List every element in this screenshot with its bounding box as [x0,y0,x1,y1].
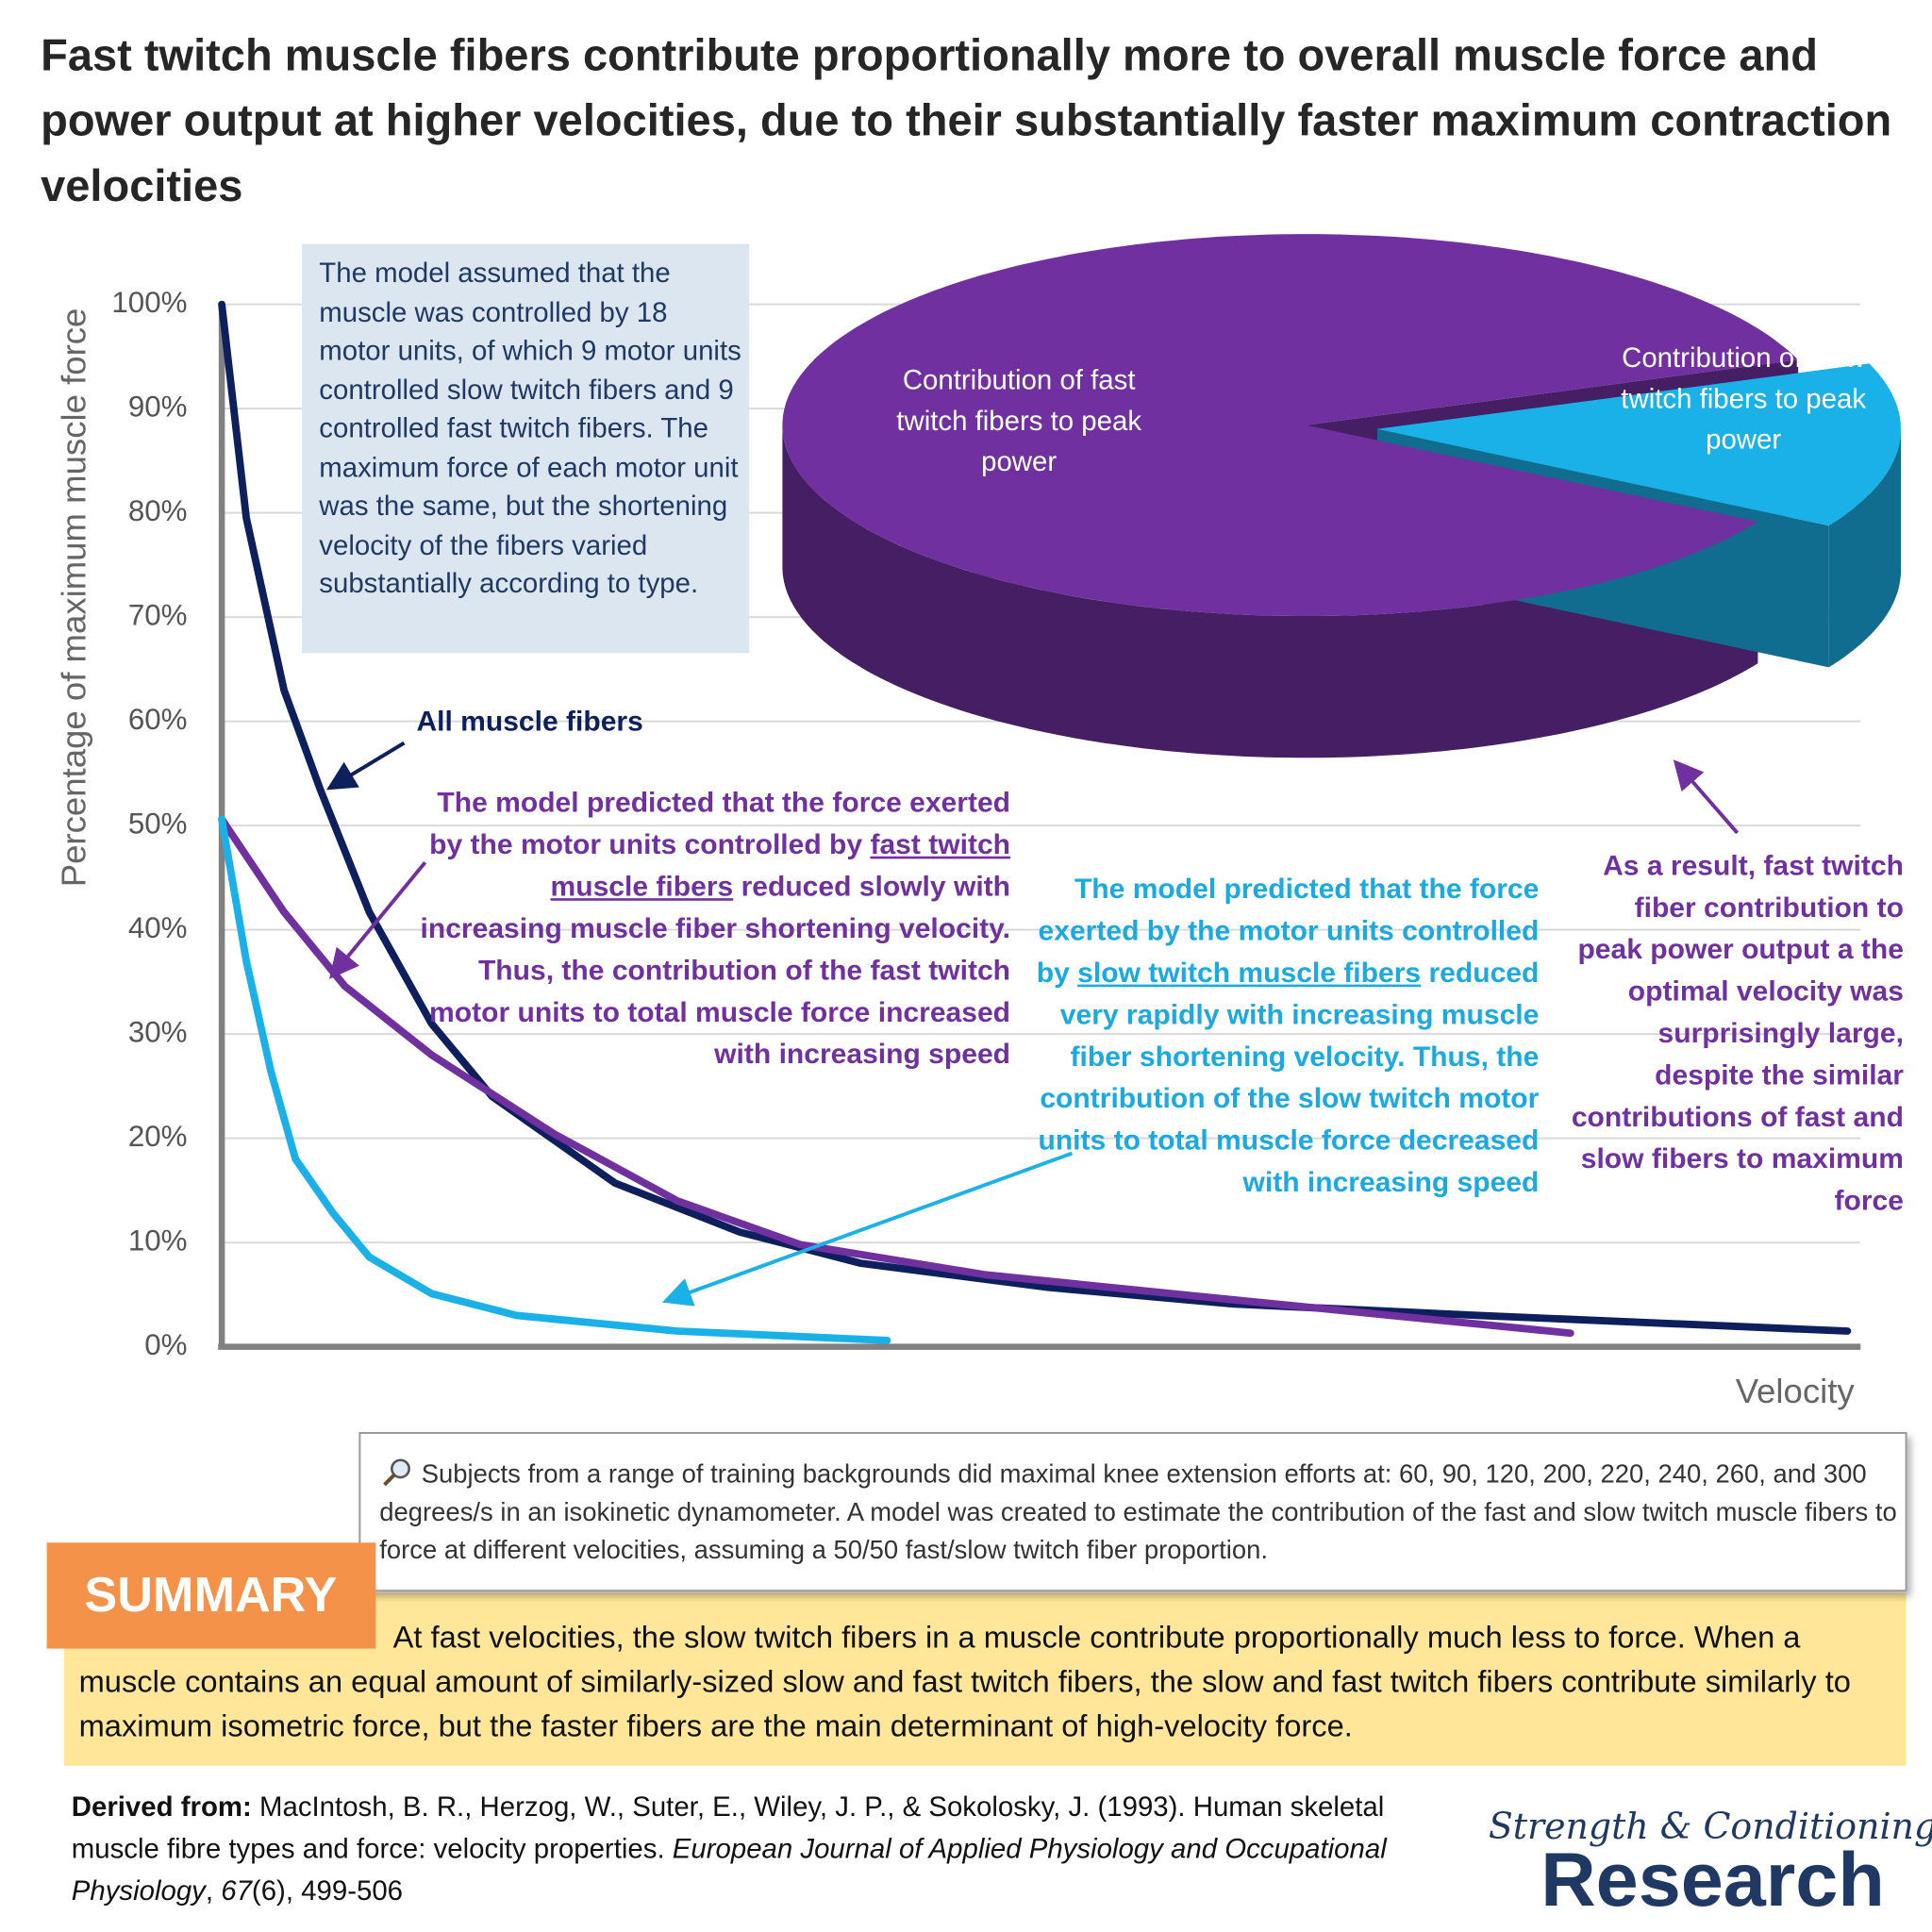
summary-wrap: At fast velocities, the slow twitch fibe… [78,1620,1851,1744]
arrow [661,1151,1073,1307]
slow-note: The model predicted that the force exert… [1029,868,1540,1203]
note-underlined: slow twitch muscle fibers [1077,956,1422,989]
slice-side [1828,428,1902,668]
series-line [218,300,1852,1335]
y-tick-label: 30% [128,1015,188,1048]
y-axis-label: Percentage of maximum muscle force [55,308,93,888]
slice-side [782,425,1758,758]
note-text: reduced very rapidly with increasing mus… [1038,956,1540,1198]
pie-slice [782,234,1799,617]
series-line [218,815,891,1344]
y-tick-label: 80% [128,494,188,527]
pie-label: Contribution of slow twitch fibers to pe… [1621,342,1867,455]
note-text: The model predicted that the force exert… [429,786,1011,860]
y-tick-label: 10% [128,1224,188,1257]
citation-text: , [205,1874,222,1907]
y-tick-label: 90% [128,390,188,423]
pie-label-wrap: Contribution of fast twitch fibers to pe… [896,364,1142,477]
logo-line1: Strength & Conditioning [1489,1806,1932,1847]
arrow [1673,759,1740,835]
series-label: All muscle fibers [416,707,642,738]
result-note: As a result, fast twitch fiber contribut… [1571,848,1904,1217]
y-tick-label: 70% [128,598,188,631]
citation: Derived from: MacIntosh, B. R., Herzog, … [72,1787,1476,1912]
model-note-wrap: The model assumed that the muscle was co… [319,257,741,599]
fast-note: The model predicted that the force exert… [419,781,1010,1074]
x-axis-label: Velocity [1736,1372,1856,1410]
summary-label: SUMMARY [84,1568,337,1623]
pie-slice [1376,363,1901,526]
note-wrap: Subjects from a range of training backgr… [379,1459,1897,1565]
title: Fast twitch muscle fibers contribute pro… [41,29,1892,211]
fast-note-wrap: The model predicted that the force exert… [419,781,1010,1074]
summary-text: At fast velocities, the slow twitch fibe… [78,1620,1851,1744]
result-note-wrap: As a result, fast twitch fiber contribut… [1571,848,1904,1217]
y-tick-label: 40% [128,911,188,944]
citation-lead: Derived from: [71,1791,252,1823]
y-tick-label: 0% [144,1328,187,1361]
summary-label-box [46,1542,376,1649]
citation-volume: 67 [221,1874,252,1907]
series-line [218,815,1574,1338]
arrow [328,861,427,979]
note-box [358,1432,1907,1592]
model-note-box [302,243,750,654]
note-underlined: fast twitch muscle fibers [550,827,1011,903]
citation-wrap: Derived from: MacIntosh, B. R., Herzog, … [72,1787,1476,1912]
pie-label-wrap: Contribution of slow twitch fibers to pe… [1621,342,1867,455]
citation-text: MacIntosh, B. R., Herzog, W., Suter, E.,… [71,1791,1385,1865]
pie-chart: Contribution of fast twitch fibers to pe… [782,234,1902,758]
note-text: reduced slowly with increasing muscle fi… [420,870,1011,1070]
logo-line2: Research [1541,1838,1885,1923]
citation-text: (6), 499-506 [251,1874,404,1907]
citation-journal: European Journal of Applied Physiology a… [71,1833,1387,1907]
pie-label: Contribution of fast twitch fibers to pe… [896,364,1142,477]
note-text: Subjects from a range of training backgr… [379,1459,1897,1565]
slow-note-wrap: The model predicted that the force exert… [1029,868,1540,1203]
note-text: The model predicted that the force exert… [1036,872,1540,989]
magnifier-icon [383,1458,410,1487]
model-note: The model assumed that the muscle was co… [319,257,741,599]
y-tick-label: 60% [128,703,188,736]
title-box: Fast twitch muscle fibers contribute pro… [41,29,1892,211]
plot: 0% 10% 20% 30% 40% 50% 60% 70% 80% 90% 100% [111,286,1861,1361]
y-tick-label: 50% [128,807,188,840]
y-tick-label: 100% [111,286,187,319]
arrow [325,741,406,791]
y-tick-label: 20% [128,1120,188,1153]
